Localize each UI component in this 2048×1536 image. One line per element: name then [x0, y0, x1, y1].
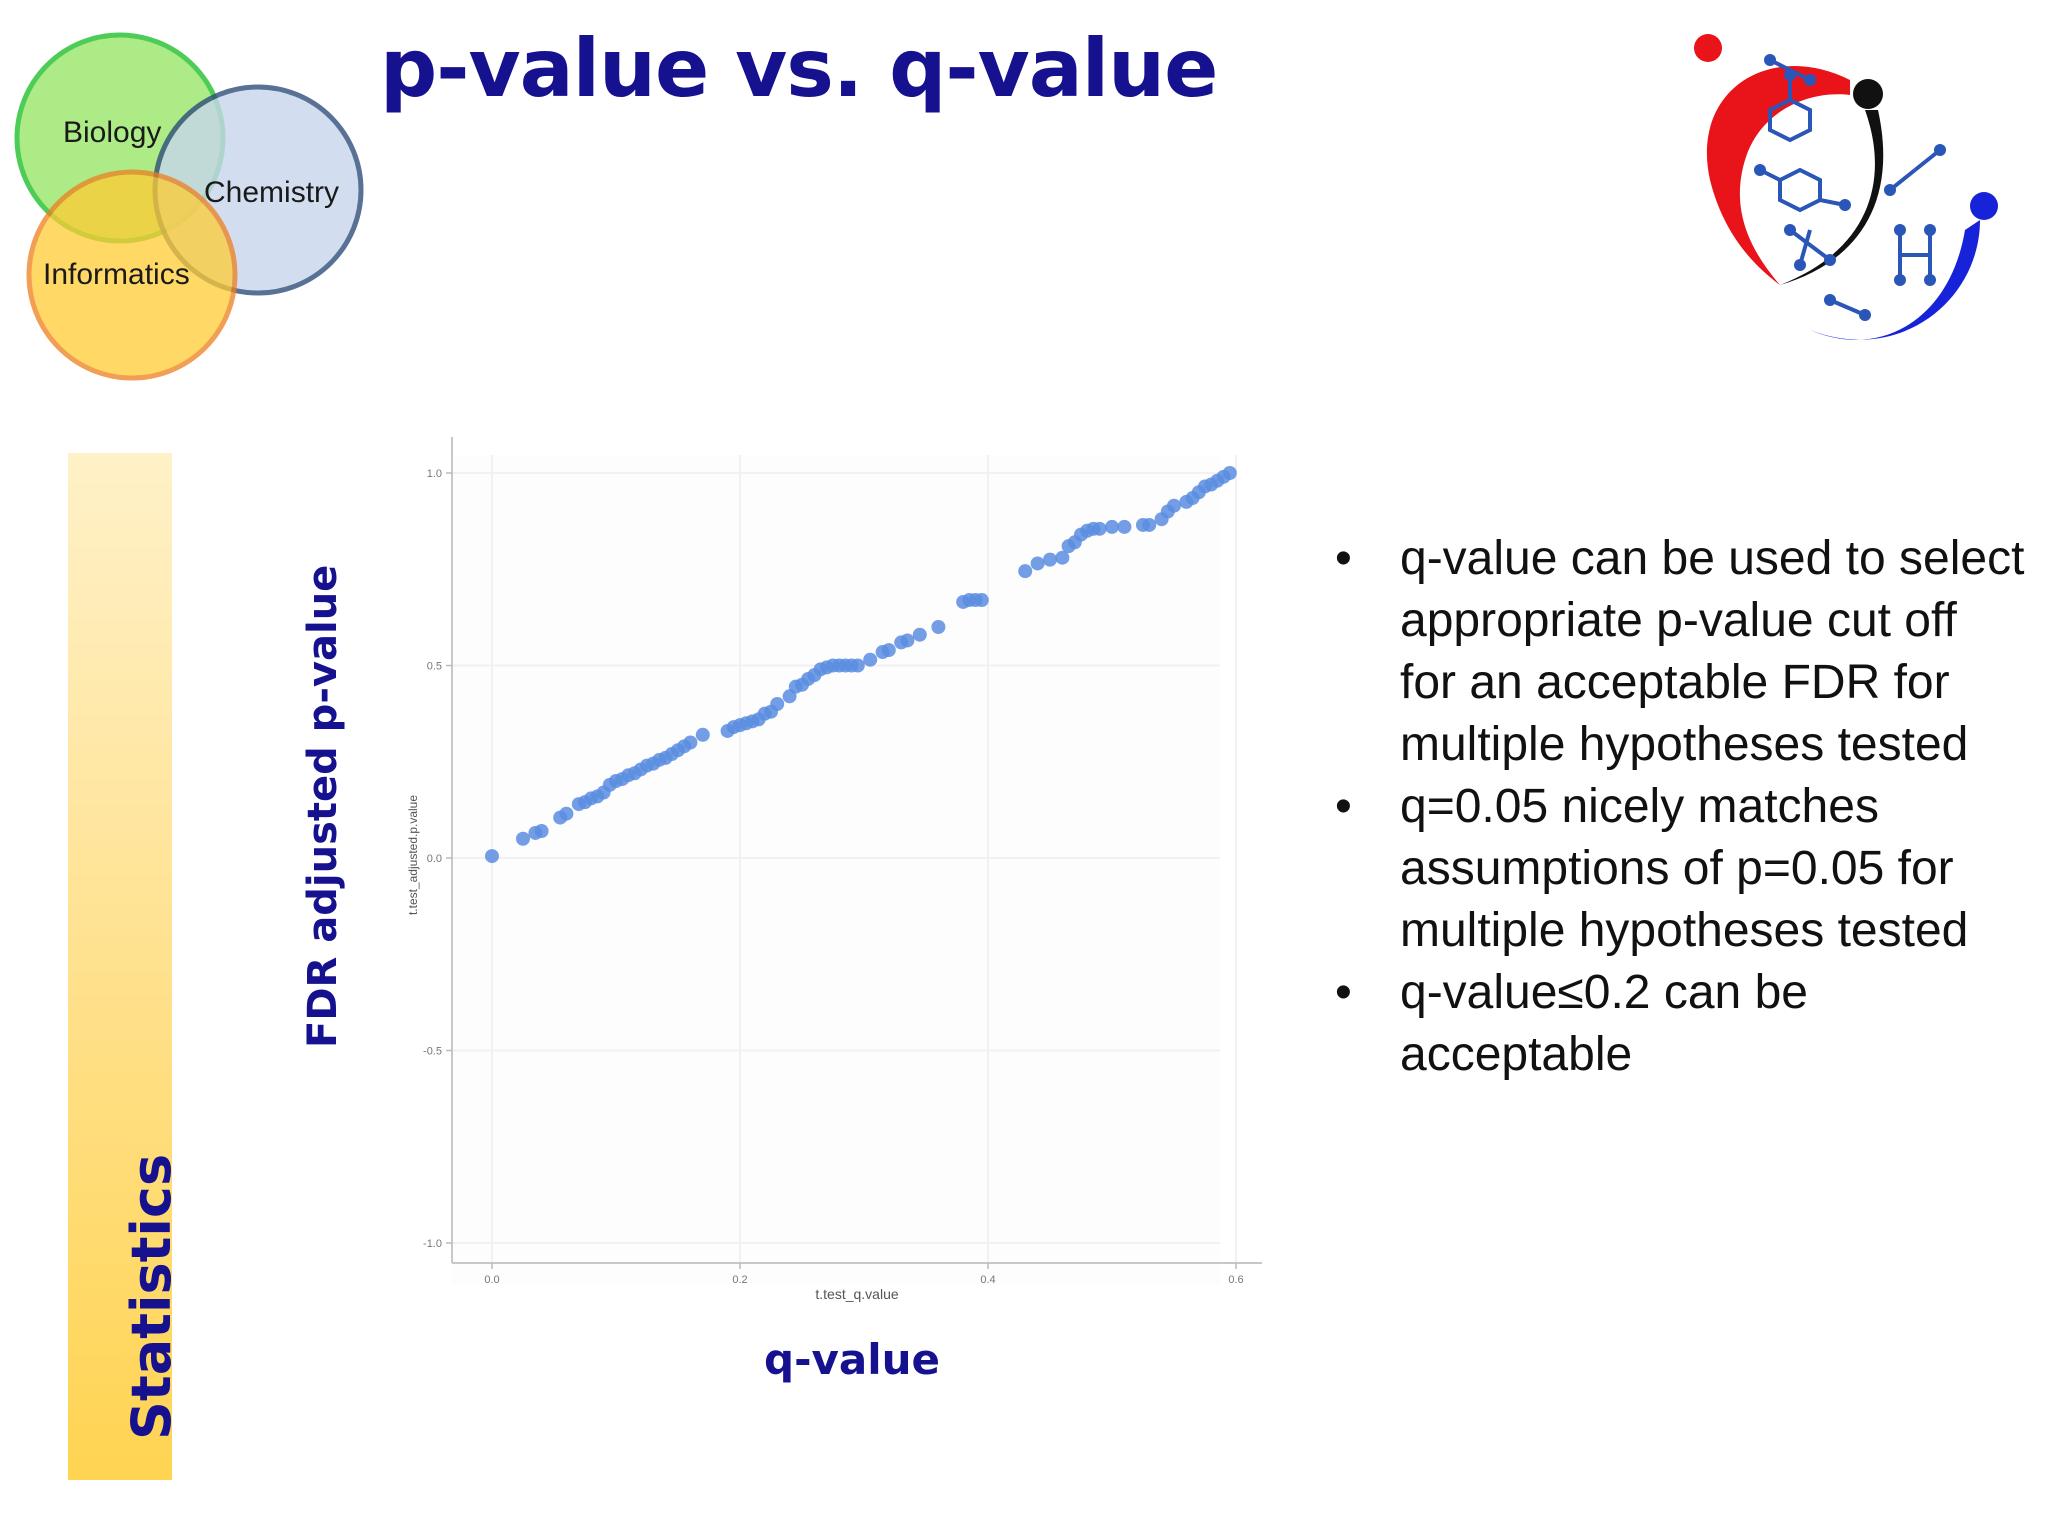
venn-label-informatics: Informatics: [43, 258, 190, 291]
venn-diagram: Biology Chemistry Informatics: [0, 0, 380, 400]
data-point: [974, 593, 989, 608]
statistics-label: Statistics: [120, 1153, 183, 1440]
y-tick-label: 0.5: [427, 661, 442, 673]
scatter-plot: 0.0 0.2 0.4 0.6 1.0 0.5 0.0 -0.5 -1.0 t.test_q.v…: [380, 425, 1280, 1325]
x-tick-label: 0.2: [732, 1274, 747, 1286]
venn-label-chemistry: Chemistry: [204, 176, 340, 209]
data-point: [485, 849, 499, 864]
data-point: [770, 697, 785, 711]
data-point: [931, 620, 946, 634]
data-point: [912, 627, 927, 642]
data-point: [1167, 498, 1181, 513]
slide-title: p-value vs. q-value: [380, 22, 1218, 115]
data-point: [900, 633, 915, 648]
data-point: [534, 824, 549, 839]
data-point: [1018, 564, 1033, 579]
bullet-dot: •: [1335, 780, 1352, 833]
data-point: [1222, 466, 1237, 480]
data-point: [516, 831, 530, 846]
scatter-plot-svg: 0.0 0.2 0.4 0.6 1.0 0.5 0.0 -0.5 -1.0 t.test_q.v…: [406, 437, 1262, 1302]
y-tick-label: -0.5: [423, 1046, 442, 1058]
bullet-text: q-value≤0.2 can be acceptable: [1400, 966, 1808, 1081]
statistics-side-bar: [68, 453, 172, 1480]
venn-svg: [14, 32, 364, 381]
x-tick-label: 0.6: [1228, 1274, 1243, 1286]
plot-background: [452, 455, 1220, 1285]
data-point: [695, 727, 710, 742]
x-axis-title: t.test_q.value: [815, 1286, 898, 1302]
bullet-dot: •: [1335, 532, 1352, 585]
x-tick-label: 0.0: [484, 1274, 499, 1286]
y-tick-label: 1.0: [427, 468, 442, 480]
bullet-item: • q-value≤0.2 can be acceptable: [1325, 962, 2025, 1086]
x-axis-caption: q-value: [764, 1335, 940, 1384]
bullet-dot: •: [1335, 966, 1352, 1019]
y-axis-title: t.test_adjusted.p.value: [406, 795, 420, 915]
molecule-heart-logo-icon: [1650, 20, 2030, 380]
y-tick-label: 0.0: [427, 853, 442, 865]
bullet-text: q=0.05 nicely matches assumptions of p=0…: [1400, 780, 1969, 957]
data-point: [559, 806, 574, 821]
y-tick-label: -1.0: [423, 1238, 442, 1250]
bullet-item: • q=0.05 nicely matches assumptions of p=…: [1325, 776, 2025, 962]
data-point: [1055, 550, 1070, 565]
data-point: [1043, 552, 1057, 567]
data-point: [683, 735, 698, 750]
data-point: [1142, 517, 1157, 532]
data-point: [850, 658, 865, 673]
data-point: [1030, 556, 1045, 571]
bullet-list: • q-value can be used to select appropria…: [1325, 528, 2025, 1086]
bullet-text: q-value can be used to select appropriat…: [1400, 532, 2025, 771]
venn-label-biology: Biology: [63, 116, 162, 149]
y-axis-caption: FDR adjusted p-value: [300, 564, 346, 1048]
data-point: [1092, 521, 1107, 536]
logo-svg: [1694, 34, 1998, 340]
data-point: [863, 652, 878, 667]
data-point: [1117, 519, 1132, 534]
data-point: [1105, 519, 1119, 534]
data-point: [881, 643, 896, 658]
x-tick-label: 0.4: [980, 1274, 995, 1286]
venn-circle-informatics: [26, 169, 238, 381]
bullet-item: • q-value can be used to select appropria…: [1325, 528, 2025, 776]
